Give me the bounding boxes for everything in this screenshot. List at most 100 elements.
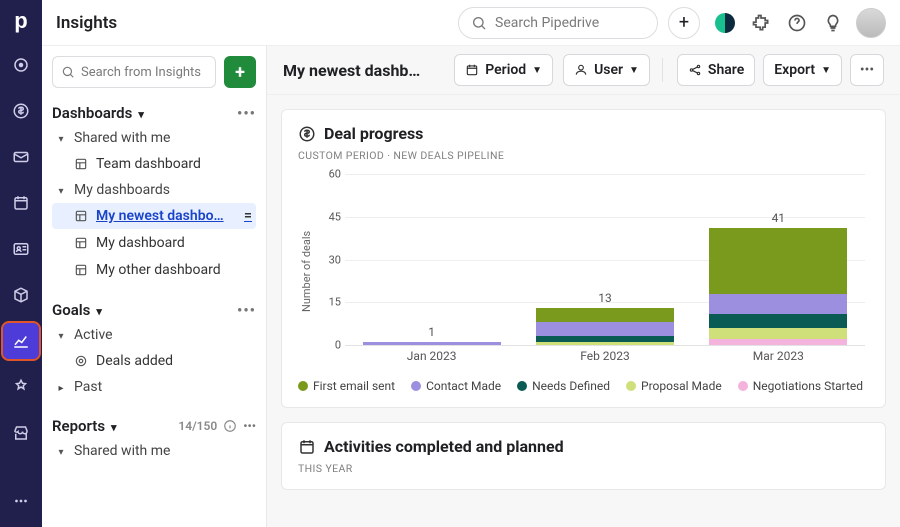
legend-item[interactable]: First email sent [298, 379, 395, 393]
rail-products-icon[interactable] [3, 277, 39, 313]
extensions-icon[interactable] [748, 10, 774, 36]
dashboard-icon [74, 157, 88, 171]
section-menu-icon[interactable]: ••• [243, 419, 256, 433]
rail-mail-icon[interactable] [3, 139, 39, 175]
rail-focus-icon[interactable] [3, 47, 39, 83]
share-icon [688, 63, 702, 77]
brand-logo[interactable]: p [0, 0, 42, 42]
card-deal-progress: Deal progress CUSTOM PERIOD · NEW DEALS … [281, 109, 886, 408]
bar-segment[interactable] [709, 339, 847, 345]
calendar-icon [298, 438, 316, 456]
card-title-text: Activities completed and planned [324, 437, 564, 456]
drag-handle-icon[interactable]: = [244, 208, 252, 224]
info-icon[interactable] [223, 419, 237, 433]
rail-marketplace-icon[interactable] [3, 415, 39, 451]
chevron-down-icon [54, 327, 68, 343]
dashboard-item[interactable]: Team dashboard [52, 151, 256, 177]
card-subtitle: CUSTOM PERIOD · NEW DEALS PIPELINE [298, 149, 869, 162]
group-reports-shared[interactable]: Shared with me [52, 439, 256, 463]
search-icon [61, 65, 75, 79]
deal-progress-chart: Number of deals 01530456011341Jan 2023Fe… [298, 174, 869, 369]
content-area: My newest dashb… Period ▼ User ▼ [267, 46, 900, 527]
bar-segment[interactable] [536, 342, 674, 345]
section-dashboards[interactable]: Dashboards ••• [52, 100, 256, 126]
legend-swatch [626, 381, 636, 391]
bar-segment[interactable] [709, 314, 847, 328]
chevron-down-icon [54, 182, 68, 198]
insights-add-button[interactable]: + [224, 56, 256, 88]
legend-swatch [738, 381, 748, 391]
rail-more-icon[interactable] [3, 483, 39, 519]
nav-rail: p [0, 0, 42, 527]
currency-icon [298, 125, 316, 143]
legend-item[interactable]: Negotiations Started [738, 379, 863, 393]
x-axis-label: Mar 2023 [692, 349, 865, 367]
bar-segment[interactable] [709, 228, 847, 294]
dashboard-item-active[interactable]: My newest dashbo… = [52, 203, 256, 229]
chevron-right-icon [54, 379, 68, 395]
chart-y-axis-label: Number of deals [298, 174, 315, 369]
bar-total-label: 1 [428, 325, 435, 339]
goal-item[interactable]: Deals added [52, 348, 256, 374]
export-button[interactable]: Export ▼ [763, 54, 842, 86]
dashboard-item[interactable]: My other dashboard [52, 257, 256, 283]
global-search[interactable]: Search Pipedrive [458, 7, 658, 39]
bar-segment[interactable] [709, 328, 847, 339]
legend-item[interactable]: Needs Defined [517, 379, 610, 393]
rail-campaigns-icon[interactable] [3, 369, 39, 405]
section-reports[interactable]: Reports 14/150 ••• [52, 413, 256, 439]
chevron-down-icon [96, 301, 102, 319]
user-avatar[interactable] [856, 8, 886, 38]
bar-segment[interactable] [536, 322, 674, 336]
card-title-text: Deal progress [324, 124, 423, 143]
section-goals-label: Goals [52, 301, 90, 319]
legend-item[interactable]: Proposal Made [626, 379, 722, 393]
more-button[interactable]: ••• [850, 54, 884, 86]
global-add-button[interactable]: + [668, 7, 700, 39]
dashboard-icon [74, 209, 88, 223]
theme-icon[interactable] [712, 10, 738, 36]
group-my-dashboards[interactable]: My dashboards [52, 178, 256, 202]
bar-segment[interactable] [363, 342, 501, 345]
search-icon [471, 15, 487, 31]
section-menu-icon[interactable]: ••• [237, 104, 256, 122]
group-past[interactable]: Past [52, 375, 256, 399]
section-reports-label: Reports [52, 417, 105, 435]
insights-search[interactable]: Search from Insights [52, 56, 216, 88]
chevron-down-icon [138, 104, 144, 122]
bar-segment[interactable] [536, 308, 674, 322]
section-menu-icon[interactable]: ••• [237, 301, 256, 319]
dashboard-icon [74, 236, 88, 250]
insights-sidebar: Search from Insights + Dashboards ••• Sh… [42, 46, 267, 527]
chevron-down-icon [111, 417, 117, 435]
rail-contacts-icon[interactable] [3, 231, 39, 267]
bar-segment[interactable] [709, 294, 847, 314]
bar-total-label: 13 [598, 291, 612, 305]
top-bar: Insights Search Pipedrive + [42, 0, 900, 46]
page-title: Insights [56, 13, 117, 33]
dashboard-icon [74, 263, 88, 277]
tips-icon[interactable] [820, 10, 846, 36]
share-button[interactable]: Share [677, 54, 755, 86]
group-shared-with-me[interactable]: Shared with me [52, 126, 256, 150]
content-header: My newest dashb… Period ▼ User ▼ [267, 46, 900, 95]
dashboard-title: My newest dashb… [283, 61, 420, 80]
user-filter[interactable]: User ▼ [563, 54, 650, 86]
legend-swatch [517, 381, 527, 391]
chevron-down-icon [54, 130, 68, 146]
group-active[interactable]: Active [52, 323, 256, 347]
global-search-placeholder: Search Pipedrive [495, 15, 599, 31]
rail-insights-icon[interactable] [3, 323, 39, 359]
rail-deals-icon[interactable] [3, 93, 39, 129]
section-goals[interactable]: Goals ••• [52, 297, 256, 323]
calendar-icon [465, 63, 479, 77]
chart-legend: First email sent Contact Made Needs Define… [298, 379, 869, 393]
divider [662, 58, 663, 82]
insights-search-placeholder: Search from Insights [81, 65, 201, 80]
legend-item[interactable]: Contact Made [411, 379, 501, 393]
rail-calendar-icon[interactable] [3, 185, 39, 221]
help-icon[interactable] [784, 10, 810, 36]
legend-swatch [298, 381, 308, 391]
dashboard-item[interactable]: My dashboard [52, 230, 256, 256]
period-filter[interactable]: Period ▼ [454, 54, 553, 86]
